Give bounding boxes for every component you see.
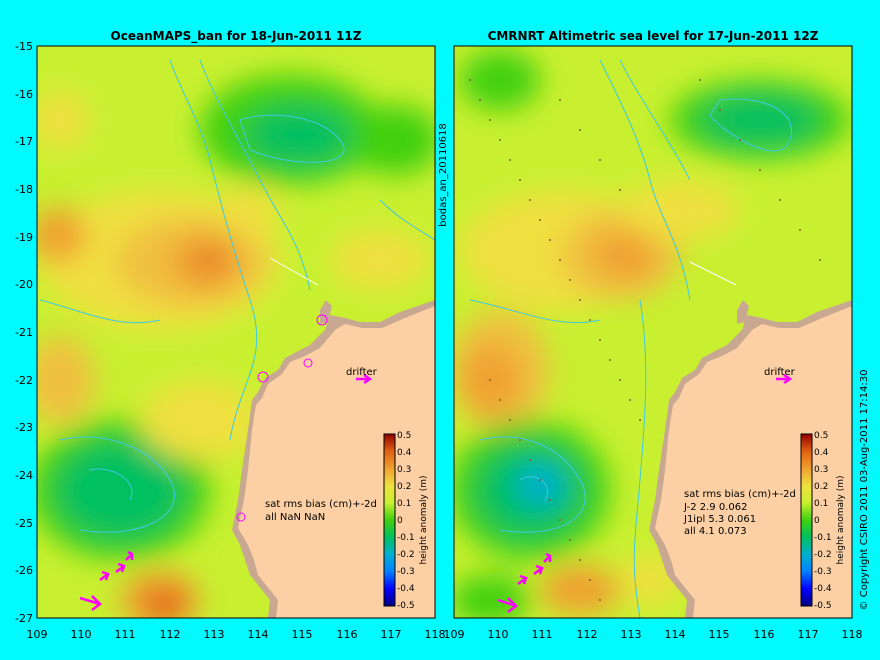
- left-x-axis-ticks: 109 110 111 112 113 114 115 116 117 118: [27, 628, 446, 641]
- right-map-title: CMRNRT Altimetric sea level for 17-Jun-2…: [488, 29, 819, 43]
- svg-text:117: 117: [381, 628, 402, 641]
- svg-text:114: 114: [248, 628, 269, 641]
- svg-text:0: 0: [814, 516, 820, 526]
- svg-text:109: 109: [27, 628, 48, 641]
- right-map-panel: [453, 45, 853, 619]
- svg-text:112: 112: [160, 628, 181, 641]
- svg-text:0.4: 0.4: [814, 448, 829, 458]
- right-stats-row-all: all 4.1 0.073: [684, 526, 747, 537]
- left-colorbar: 0.5 0.4 0.3 0.2 0.1 0 -0.1 -0.2 -0.3 -0.…: [383, 431, 429, 611]
- svg-text:-0.2: -0.2: [814, 550, 832, 560]
- svg-text:-0.1: -0.1: [397, 533, 415, 543]
- svg-text:117: 117: [798, 628, 819, 641]
- svg-text:0.1: 0.1: [397, 499, 411, 509]
- right-bathymetry-contours: [469, 59, 793, 618]
- svg-text:0.4: 0.4: [397, 448, 412, 458]
- left-drifter-label: drifter: [346, 367, 378, 378]
- right-altimeter-tracks: [469, 79, 821, 601]
- svg-text:0.1: 0.1: [814, 499, 828, 509]
- svg-text:-27: -27: [15, 612, 33, 625]
- svg-text:-24: -24: [15, 469, 33, 482]
- svg-text:0.3: 0.3: [814, 465, 828, 475]
- svg-text:-23: -23: [15, 421, 33, 434]
- left-drifter-markers: [236, 314, 328, 522]
- svg-text:-0.5: -0.5: [814, 601, 832, 611]
- left-stats-row: all NaN NaN: [265, 512, 325, 523]
- right-stats-row-j2: J-2 2.9 0.062: [683, 502, 747, 513]
- svg-text:109: 109: [444, 628, 465, 641]
- right-colorbar-ticks: 0.5 0.4 0.3 0.2 0.1 0 -0.1 -0.2 -0.3 -0.…: [814, 431, 832, 611]
- svg-text:-26: -26: [15, 564, 33, 577]
- svg-text:118: 118: [842, 628, 863, 641]
- svg-text:0.3: 0.3: [397, 465, 411, 475]
- right-colorbar: 0.5 0.4 0.3 0.2 0.1 0 -0.1 -0.2 -0.3 -0.…: [800, 431, 846, 611]
- right-colorbar-label: height anomaly (m): [836, 475, 846, 564]
- svg-text:-17: -17: [15, 135, 33, 148]
- left-y-axis-ticks: -15 -16 -17 -18 -19 -20 -21 -22 -23 -24 …: [15, 40, 33, 625]
- svg-text:0.5: 0.5: [814, 431, 828, 441]
- svg-text:110: 110: [488, 628, 509, 641]
- left-stats-header: sat rms bias (cm)+-2d: [265, 499, 377, 510]
- right-stats-header: sat rms bias (cm)+-2d: [684, 489, 796, 500]
- svg-text:115: 115: [709, 628, 730, 641]
- copyright-label: © Copyright CSIRO 2011 03-Aug-2011 17:14…: [859, 370, 870, 611]
- left-colorbar-ticks: 0.5 0.4 0.3 0.2 0.1 0 -0.1 -0.2 -0.3 -0.…: [397, 431, 415, 611]
- svg-text:115: 115: [292, 628, 313, 641]
- svg-text:-16: -16: [15, 88, 33, 101]
- left-map-title: OceanMAPS_ban for 18-Jun-2011 11Z: [111, 29, 362, 44]
- svg-text:110: 110: [71, 628, 92, 641]
- right-drifter-label: drifter: [764, 367, 796, 378]
- bodas-side-label: bodas_an_20110618: [438, 123, 449, 227]
- svg-text:-0.3: -0.3: [397, 567, 415, 577]
- svg-text:-25: -25: [15, 517, 33, 530]
- svg-text:113: 113: [204, 628, 225, 641]
- svg-text:111: 111: [115, 628, 136, 641]
- svg-text:114: 114: [665, 628, 686, 641]
- svg-text:-22: -22: [15, 374, 33, 387]
- right-drifter-tracks: [497, 373, 793, 613]
- left-sea-level-field: [37, 59, 435, 618]
- svg-text:113: 113: [621, 628, 642, 641]
- right-stats-row-j1ipl: J1ipl 5.3 0.061: [683, 514, 756, 525]
- svg-text:118: 118: [425, 628, 446, 641]
- svg-text:0.2: 0.2: [397, 482, 411, 492]
- svg-text:-0.1: -0.1: [814, 533, 832, 543]
- left-drifter-tracks: [79, 373, 373, 611]
- svg-text:-0.5: -0.5: [397, 601, 415, 611]
- svg-text:-20: -20: [15, 278, 33, 291]
- svg-text:0.5: 0.5: [397, 431, 411, 441]
- svg-text:0: 0: [397, 516, 403, 526]
- svg-text:-21: -21: [15, 326, 33, 339]
- svg-text:-19: -19: [15, 231, 33, 244]
- left-map-panel: [36, 45, 436, 619]
- svg-text:-0.2: -0.2: [397, 550, 415, 560]
- svg-text:111: 111: [532, 628, 553, 641]
- svg-text:-0.4: -0.4: [397, 584, 415, 594]
- svg-text:-0.4: -0.4: [814, 584, 832, 594]
- svg-text:-15: -15: [15, 40, 33, 53]
- svg-text:0.2: 0.2: [814, 482, 828, 492]
- svg-text:-18: -18: [15, 183, 33, 196]
- svg-text:116: 116: [754, 628, 775, 641]
- svg-text:116: 116: [337, 628, 358, 641]
- left-bathymetry-contours: [39, 59, 435, 533]
- left-colorbar-label: height anomaly (m): [419, 475, 429, 564]
- right-x-axis-ticks: 109 110 111 112 113 114 115 116 117 118: [444, 628, 863, 641]
- svg-text:-0.3: -0.3: [814, 567, 832, 577]
- svg-text:112: 112: [577, 628, 598, 641]
